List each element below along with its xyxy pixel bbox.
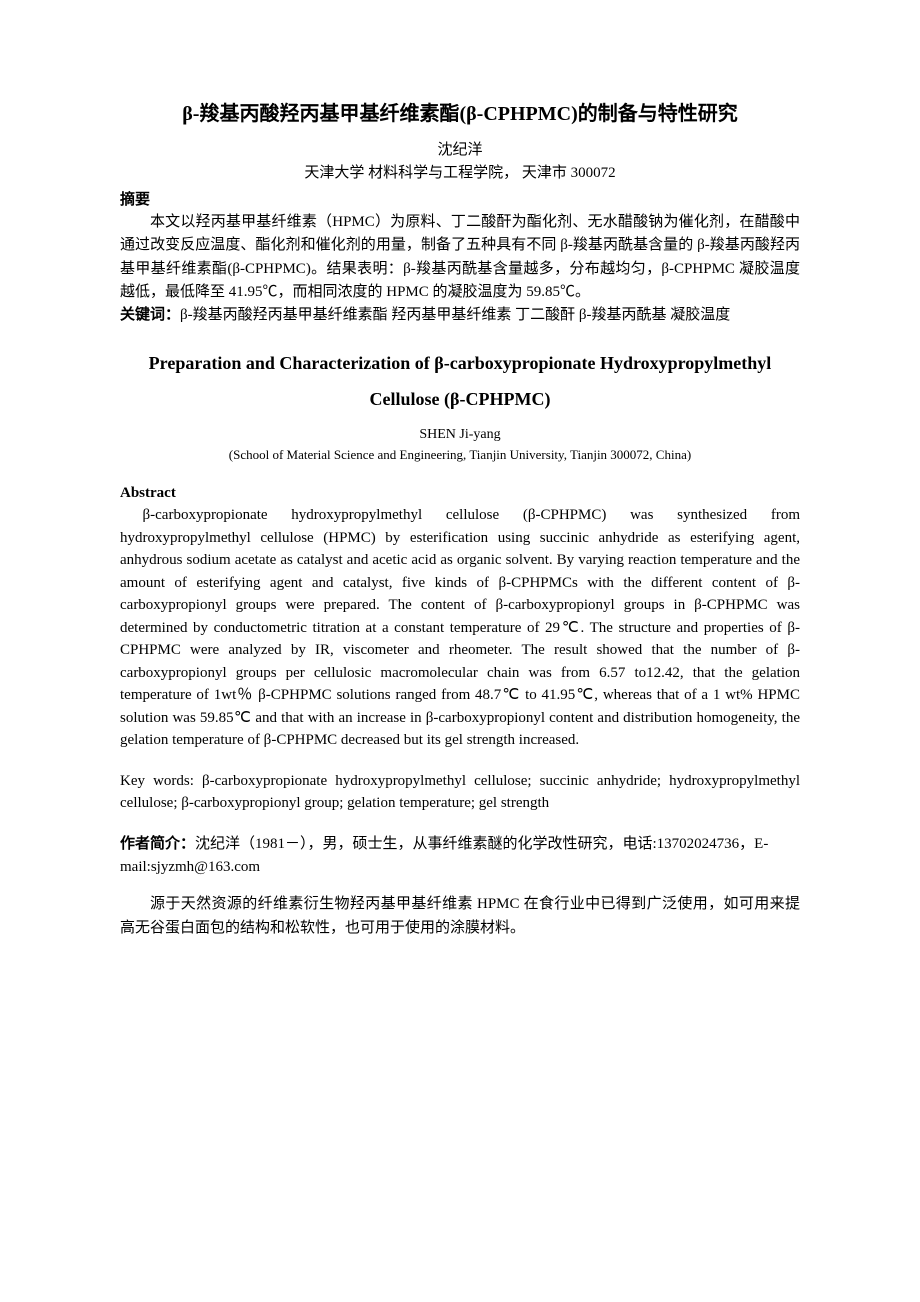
affiliation-english: (School of Material Science and Engineer…: [120, 447, 800, 463]
title-chinese: β-羧基丙酸羟丙基甲基纤维素酯(β-CPHPMC)的制备与特性研究: [120, 100, 800, 128]
author-bio-label: 作者简介：: [120, 836, 195, 852]
intro-paragraph: 源于天然资源的纤维素衍生物羟丙基甲基纤维素 HPMC 在食行业中已得到广泛使用，…: [120, 893, 800, 940]
keywords-label-chinese: 关键词：: [120, 307, 180, 323]
page: β-羧基丙酸羟丙基甲基纤维素酯(β-CPHPMC)的制备与特性研究 沈纪洋 天津…: [0, 0, 920, 1302]
keywords-label-english: Key words:: [120, 773, 202, 789]
abstract-label-english: Abstract: [120, 485, 800, 502]
affiliation-chinese: 天津大学 材料科学与工程学院， 天津市 300072: [120, 161, 800, 182]
author-bio-text: 沈纪洋（1981－），男，硕士生，从事纤维素醚的化学改性研究，电话:137020…: [120, 836, 768, 875]
abstract-label-chinese: 摘要: [120, 188, 800, 209]
author-chinese: 沈纪洋: [120, 138, 800, 159]
keywords-chinese-text: β-羧基丙酸羟丙基甲基纤维素酯 羟丙基甲基纤维素 丁二酸酐 β-羧基丙酰基 凝胶…: [180, 307, 730, 323]
author-english: SHEN Ji-yang: [120, 427, 800, 443]
keywords-english: Key words: β-carboxypropionate hydroxypr…: [120, 770, 800, 815]
author-bio: 作者简介：沈纪洋（1981－），男，硕士生，从事纤维素醚的化学改性研究，电话:1…: [120, 833, 800, 880]
keywords-chinese: 关键词：β-羧基丙酸羟丙基甲基纤维素酯 羟丙基甲基纤维素 丁二酸酐 β-羧基丙酰…: [120, 304, 800, 327]
keywords-english-text: β-carboxypropionate hydroxypropylmethyl …: [120, 773, 800, 812]
abstract-chinese: 本文以羟丙基甲基纤维素（HPMC）为原料、丁二酸酐为酯化剂、无水醋酸钠为催化剂，…: [120, 211, 800, 304]
abstract-english: β-carboxypropionate hydroxypropylmethyl …: [120, 504, 800, 752]
title-english: Preparation and Characterization of β-ca…: [120, 345, 800, 417]
